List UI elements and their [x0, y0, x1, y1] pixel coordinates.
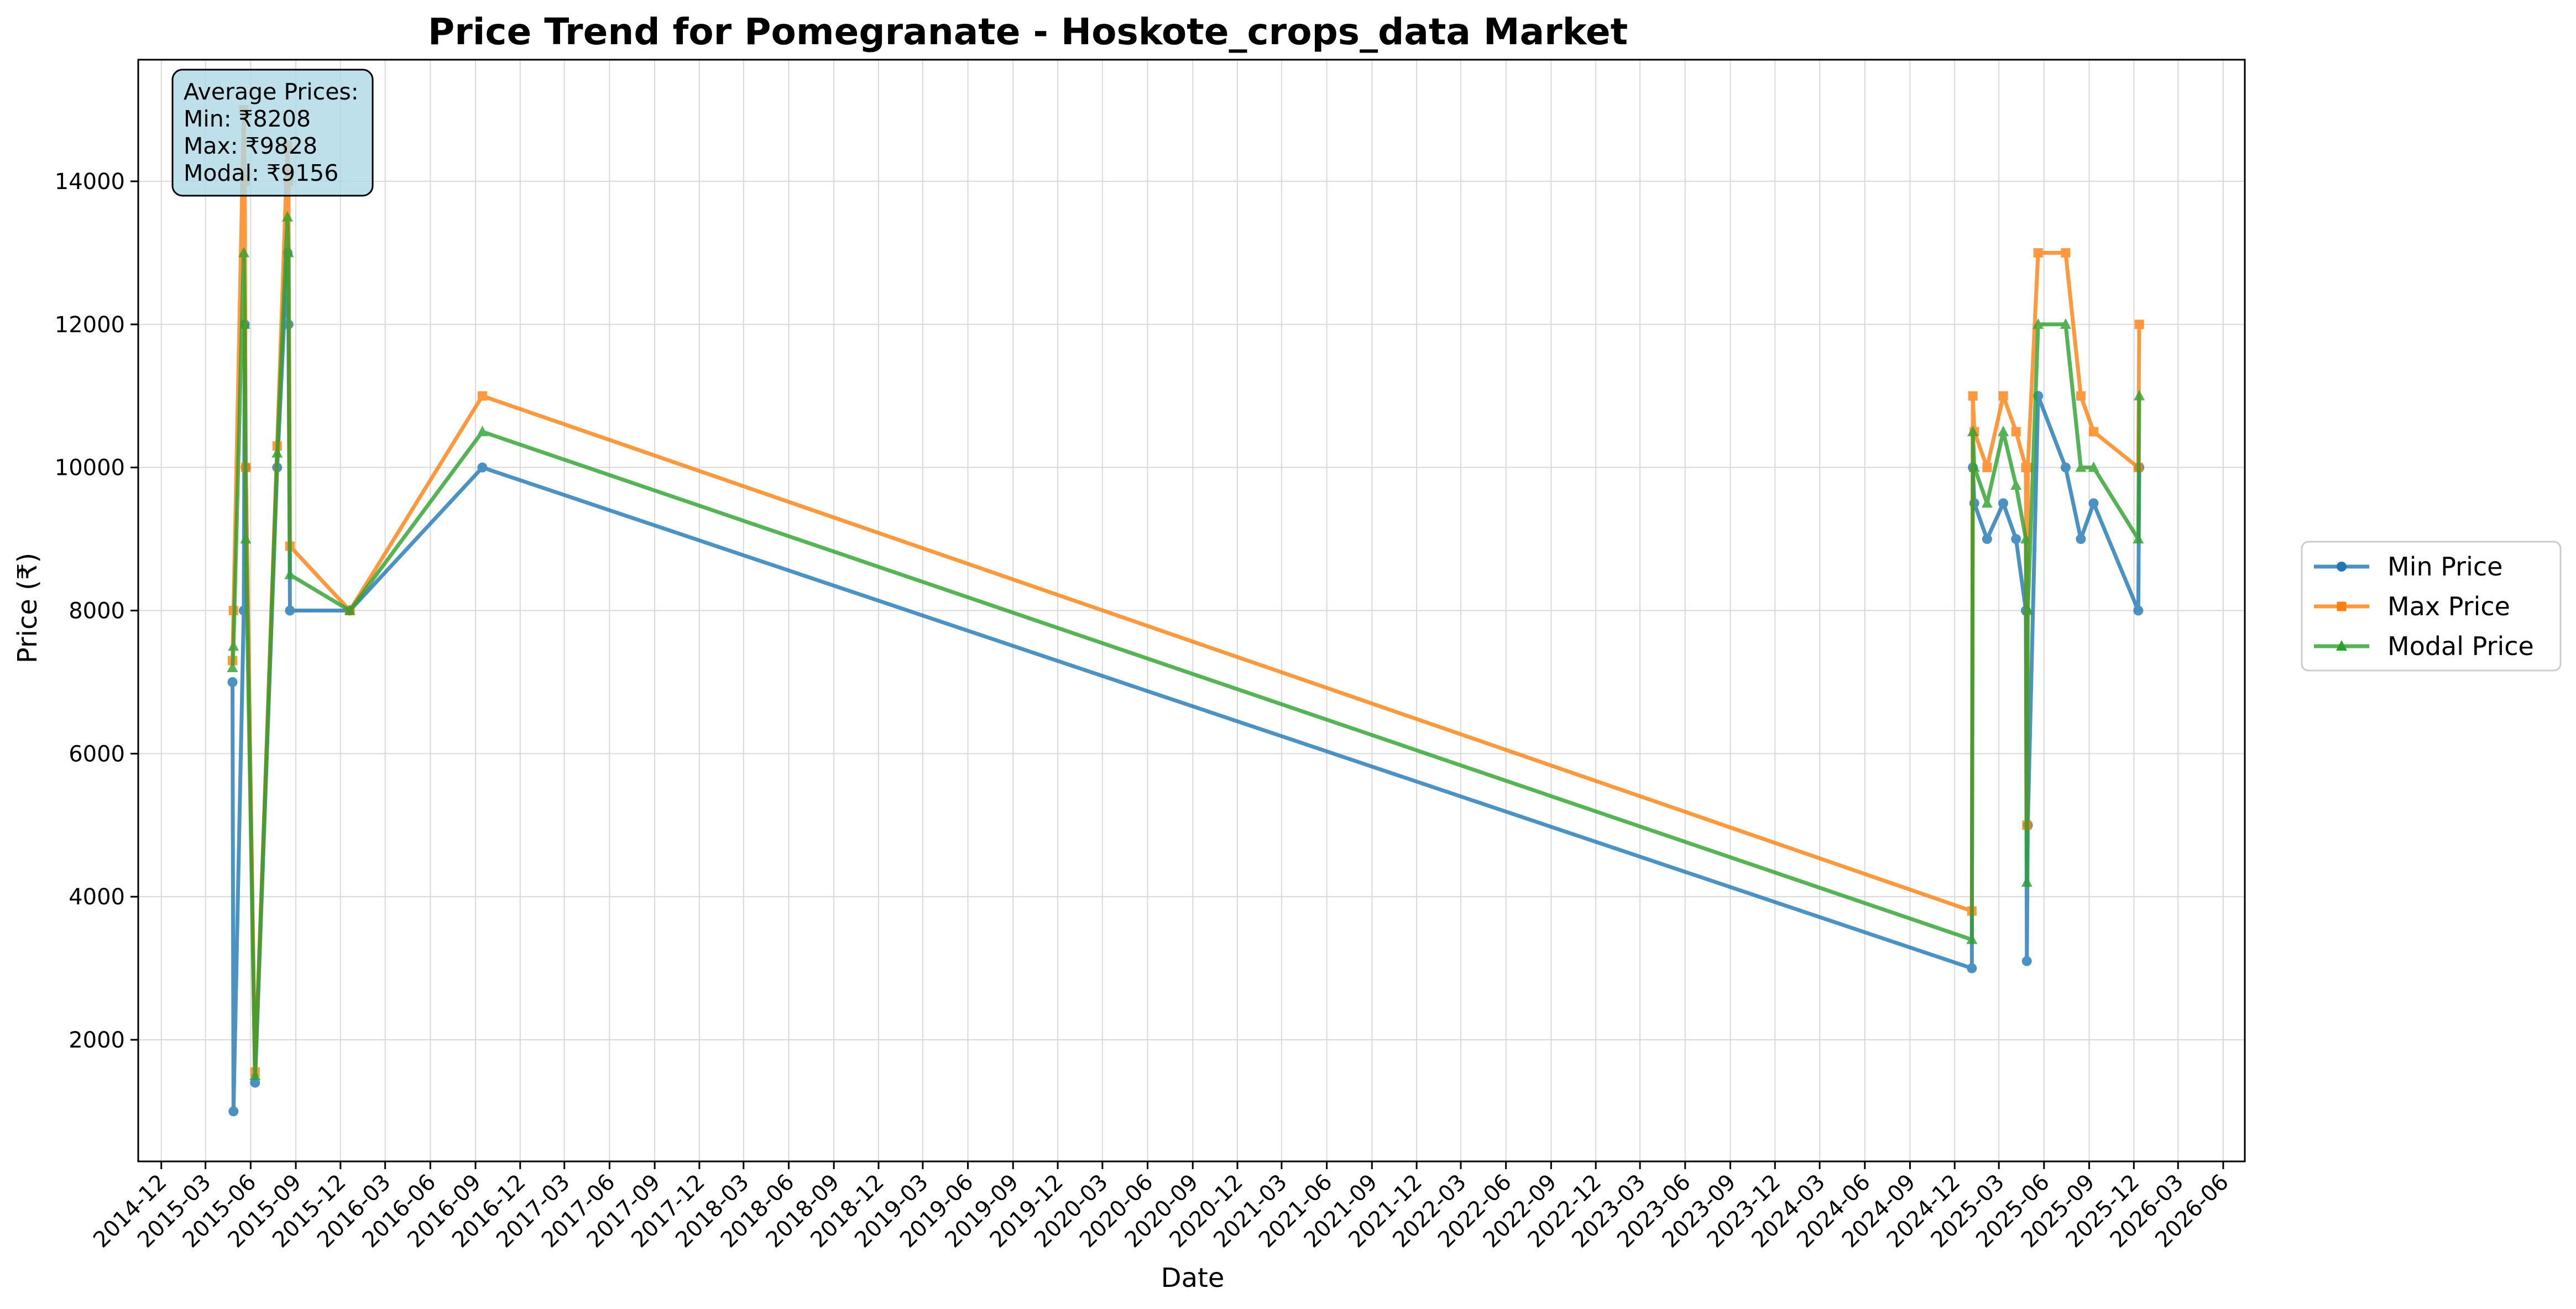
average-prices-annotation: Average Prices: Min: ₹8208 Max: ₹9828 Mo…	[171, 69, 374, 197]
data-point	[1981, 497, 1993, 508]
data-point	[1998, 425, 2009, 436]
data-point	[2061, 248, 2071, 258]
legend-label: Modal Price	[2387, 631, 2534, 661]
data-point	[2075, 461, 2087, 472]
legend: Min Price Max Price Modal Price	[2301, 541, 2562, 672]
data-point	[1968, 391, 1978, 401]
series-line	[231, 250, 2141, 1113]
data-point	[238, 247, 249, 258]
series-min-price	[227, 248, 2145, 1117]
data-point	[250, 1077, 260, 1088]
data-point	[344, 604, 356, 615]
data-point	[1967, 425, 1979, 436]
data-point	[477, 425, 488, 436]
data-point	[271, 447, 283, 458]
y-tick-label: 6000	[69, 741, 125, 767]
data-point	[283, 247, 294, 258]
data-point	[2023, 463, 2033, 473]
data-point	[249, 1069, 261, 1080]
data-point	[2088, 461, 2099, 472]
legend-label: Min Price	[2387, 552, 2502, 582]
y-tick-label: 10000	[55, 455, 125, 481]
data-point	[2010, 479, 2022, 490]
data-point	[2060, 318, 2071, 329]
y-axis-label: Price (₹)	[12, 553, 43, 663]
data-point	[2021, 956, 2032, 966]
data-point	[228, 640, 239, 651]
legend-marker	[2337, 601, 2347, 611]
data-point	[2089, 427, 2099, 437]
annotation-line: Modal: ₹9156	[184, 160, 338, 186]
y-tick-label: 2000	[69, 1028, 125, 1053]
data-point	[1998, 391, 2008, 401]
data-point	[1966, 933, 1978, 944]
data-point	[2088, 498, 2099, 509]
data-point	[2033, 248, 2043, 258]
data-point	[477, 391, 487, 401]
legend-marker	[2336, 640, 2347, 651]
data-point	[228, 1106, 239, 1117]
data-point	[1998, 498, 2009, 509]
x-axis-label: Date	[1161, 1263, 1225, 1294]
data-point	[281, 211, 293, 222]
y-tick-label: 4000	[69, 884, 125, 910]
data-point	[2134, 320, 2144, 329]
series-line	[231, 215, 2141, 1078]
data-point	[2021, 876, 2032, 887]
data-point	[1982, 463, 1992, 473]
data-point	[227, 677, 238, 687]
y-tick-label: 14000	[55, 169, 125, 195]
legend-entry: Max Price	[2314, 591, 2510, 621]
data-point	[2076, 391, 2086, 401]
data-point	[2011, 534, 2021, 544]
annotation-line: Average Prices:	[184, 78, 359, 105]
series-modal-price	[227, 211, 2145, 1080]
legend-marker	[2337, 562, 2347, 572]
data-point	[2133, 605, 2144, 616]
y-tick-label: 12000	[55, 312, 125, 338]
annotation-background	[171, 69, 374, 197]
data-point	[1967, 963, 1977, 973]
legend-entry: Modal Price	[2314, 631, 2534, 661]
data-point	[477, 462, 488, 473]
data-point	[2134, 390, 2145, 401]
legend-entry: Min Price	[2314, 552, 2502, 582]
data-point	[2011, 427, 2021, 437]
data-point	[240, 533, 252, 544]
data-point	[2022, 604, 2034, 615]
grid-lines	[138, 60, 2245, 1161]
data-point	[1968, 461, 1980, 472]
data-point	[285, 605, 295, 616]
annotation-line: Min: ₹8208	[184, 106, 311, 132]
y-tick-label: 8000	[69, 599, 125, 624]
chart-title: Price Trend for Pomegranate - Hoskote_cr…	[428, 11, 1628, 53]
data-point	[2060, 462, 2071, 473]
legend-frame	[2301, 541, 2562, 672]
legend-label: Max Price	[2387, 591, 2510, 621]
data-point	[227, 662, 238, 673]
series-layer	[227, 105, 2145, 1117]
data-point	[2133, 533, 2144, 544]
data-point	[1982, 534, 1992, 544]
axis-ticks: 20004000600080001000012000140002014-1220…	[55, 169, 2234, 1253]
data-point	[2032, 318, 2044, 329]
data-point	[284, 568, 296, 579]
data-point	[239, 318, 250, 329]
annotation-line: Max: ₹9828	[184, 133, 317, 159]
data-point	[2020, 533, 2031, 544]
data-point	[2076, 534, 2086, 544]
